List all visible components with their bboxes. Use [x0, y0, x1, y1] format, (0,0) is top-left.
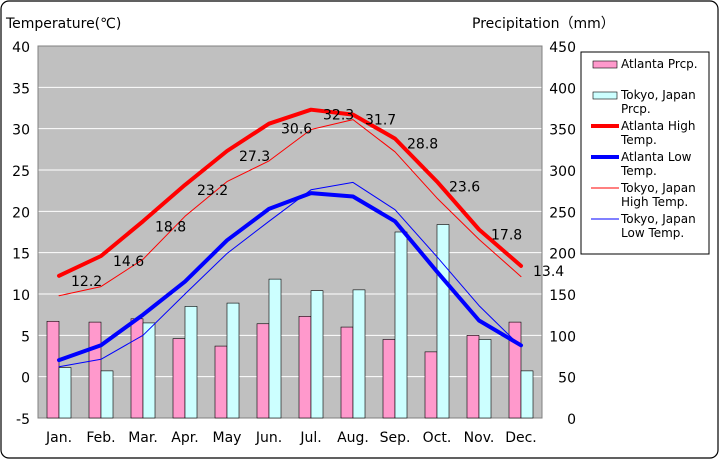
x-tick-label: Jul. — [299, 430, 321, 446]
left-axis-title: Temperature(℃) — [5, 16, 121, 32]
left-tick-label: 20 — [12, 205, 30, 221]
precip-bar — [184, 306, 198, 419]
precip-bar — [268, 278, 282, 419]
right-tick-label: 0 — [567, 412, 576, 428]
precip-bar — [466, 335, 480, 419]
legend-label: Temp. — [620, 133, 657, 147]
legend-label: Low Temp. — [621, 226, 684, 240]
x-tick-label: May — [213, 430, 242, 446]
x-tick-label: Aug. — [337, 430, 369, 446]
left-tick-label: 30 — [12, 123, 30, 139]
right-tick-label: 200 — [549, 247, 576, 263]
precip-bar — [298, 316, 312, 419]
data-label: 32.3 — [323, 108, 354, 124]
legend-swatch — [592, 91, 618, 100]
data-label: 12.2 — [71, 274, 102, 290]
precip-bar — [478, 339, 492, 419]
data-label: 18.8 — [155, 219, 186, 235]
temp-line-thin — [58, 181, 522, 368]
right-tick-label: 350 — [549, 123, 576, 139]
precip-bar — [58, 367, 72, 419]
temp-line-thin — [58, 119, 522, 297]
precip-bar — [352, 289, 366, 419]
x-tick-label: Feb. — [86, 430, 115, 446]
x-tick-label: Mar. — [128, 430, 158, 446]
x-tick-label: Jun. — [255, 430, 282, 446]
plot-border — [37, 45, 543, 419]
right-tick-label: 50 — [558, 371, 576, 387]
x-tick-label: Oct. — [423, 430, 452, 446]
precip-bar — [142, 322, 156, 419]
left-tick-label: 5 — [21, 329, 30, 345]
left-tick-label: -5 — [16, 412, 30, 428]
data-label: 23.2 — [197, 183, 228, 199]
data-label: 13.4 — [533, 264, 564, 280]
data-label: 30.6 — [281, 122, 312, 138]
right-tick-label: 450 — [549, 40, 576, 56]
precip-bar — [172, 338, 186, 419]
precip-bar — [46, 320, 60, 419]
data-label: 31.7 — [365, 113, 396, 129]
precip-bar — [88, 321, 102, 419]
legend-label: Atlanta High — [621, 119, 695, 133]
x-tick-label: Sep. — [380, 430, 411, 446]
precip-bar — [310, 290, 324, 419]
right-tick-label: 100 — [549, 329, 576, 345]
data-label: 17.8 — [491, 228, 522, 244]
x-tick-label: Jan. — [45, 430, 72, 446]
precip-bar — [424, 351, 438, 419]
x-tick-label: Nov. — [464, 430, 495, 446]
left-tick-label: 0 — [21, 371, 30, 387]
right-tick-label: 150 — [549, 288, 576, 304]
precip-bar — [382, 339, 396, 419]
left-tick-label: 35 — [12, 81, 30, 97]
plot-area: 40 450 35 400 30 350 25 300 20 250 15 200 10 150 5 100 0… — [12, 40, 576, 446]
left-tick-label: 10 — [12, 288, 30, 304]
data-label: 27.3 — [239, 149, 270, 165]
precip-bar — [508, 321, 522, 419]
precip-bar — [394, 231, 408, 419]
legend-label: Tokyo, Japan — [620, 88, 696, 102]
legend-label: Atlanta Prcp. — [621, 57, 698, 71]
x-tick-label: Apr. — [171, 430, 198, 446]
right-tick-label: 250 — [549, 205, 576, 221]
legend-label: Tokyo, Japan — [620, 212, 696, 226]
precip-bar — [340, 326, 354, 419]
right-tick-label: 400 — [549, 81, 576, 97]
legend-swatch — [592, 60, 618, 69]
precip-bar — [436, 224, 450, 419]
temp-line-thick — [57, 107, 523, 278]
legend-label: Prcp. — [621, 102, 651, 116]
x-tick-label: Dec. — [505, 430, 537, 446]
data-label: 28.8 — [407, 137, 438, 153]
temp-line-thick — [57, 191, 523, 363]
precip-bar — [130, 318, 144, 419]
left-tick-label: 25 — [12, 164, 30, 180]
data-label: 23.6 — [449, 180, 480, 196]
left-tick-label: 40 — [12, 40, 30, 56]
left-tick-label: 15 — [12, 247, 30, 263]
precip-bar — [226, 302, 240, 419]
right-tick-label: 300 — [549, 164, 576, 180]
precip-bar — [520, 370, 534, 419]
plot-background — [38, 46, 542, 418]
legend-label: High Temp. — [621, 195, 688, 209]
legend-label: Temp. — [620, 164, 657, 178]
legend-box — [580, 51, 710, 255]
precip-bar — [256, 323, 270, 419]
legend-label: Tokyo, Japan — [620, 181, 696, 195]
data-label: 14.6 — [113, 254, 144, 270]
precip-bar — [100, 370, 114, 419]
precip-bar — [214, 345, 228, 419]
right-axis-title: Precipitation（mm） — [472, 16, 615, 32]
legend-label: Atlanta Low — [621, 150, 692, 164]
